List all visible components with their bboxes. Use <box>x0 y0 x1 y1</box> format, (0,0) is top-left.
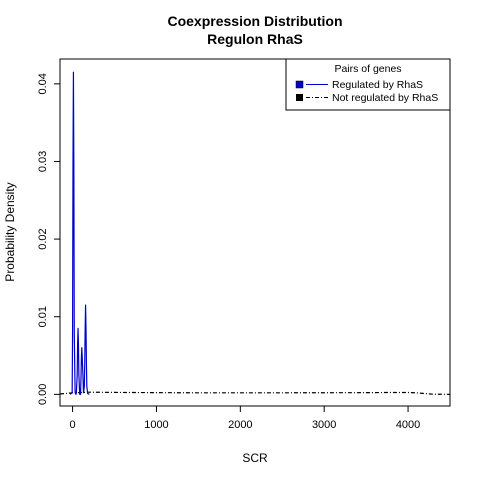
x-tick-label: 2000 <box>228 419 252 431</box>
chart-subtitle: Regulon RhaS <box>207 31 303 47</box>
legend: Pairs of genes Regulated by RhaS Not reg… <box>285 58 451 111</box>
chart-title: Coexpression Distribution <box>167 13 342 29</box>
legend-label-not-regulated: Not regulated by RhaS <box>332 92 438 104</box>
plot-frame <box>59 58 451 407</box>
series-line-regulated <box>69 71 90 395</box>
x-tick-label: 3000 <box>312 419 336 431</box>
series-line-not-regulated <box>59 391 451 395</box>
y-tick-label: 0.03 <box>37 151 49 172</box>
legend-swatch-regulated <box>295 80 304 89</box>
y-tick-label: 0.01 <box>37 306 49 327</box>
legend-label-regulated: Regulated by RhaS <box>332 79 423 91</box>
y-axis: 0.00 0.01 0.02 0.03 0.04 <box>37 73 60 405</box>
x-tick-label: 1000 <box>144 419 168 431</box>
y-tick-label: 0.02 <box>37 228 49 249</box>
y-tick-label: 0.04 <box>37 73 49 94</box>
legend-swatch-not-regulated <box>296 94 303 101</box>
x-axis-label: SCR <box>242 451 268 465</box>
series-layer <box>59 71 451 395</box>
legend-title: Pairs of genes <box>334 63 401 75</box>
x-tick-label: 4000 <box>396 419 420 431</box>
y-tick-label: 0.00 <box>37 384 49 405</box>
y-axis-label: Probability Density <box>3 182 17 281</box>
x-tick-label: 0 <box>70 419 76 431</box>
x-axis: 0 1000 2000 3000 4000 <box>70 406 420 431</box>
